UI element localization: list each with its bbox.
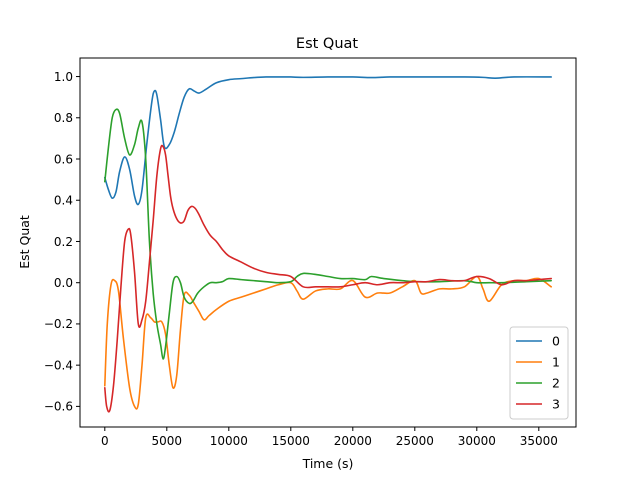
y-tick-label: 0.8 [54, 111, 73, 125]
y-tick-label: 0.6 [54, 152, 73, 166]
x-axis-label: Time (s) [302, 456, 354, 471]
y-tick-label: 0.4 [54, 194, 73, 208]
x-tick-label: 20000 [334, 434, 372, 448]
x-tick-label: 15000 [272, 434, 310, 448]
x-tick-label: 10000 [210, 434, 248, 448]
y-tick-label: −0.4 [44, 358, 73, 372]
x-tick-label: 25000 [396, 434, 434, 448]
legend-label-2: 2 [552, 376, 560, 391]
y-tick-label: 0.2 [54, 235, 73, 249]
y-axis-label: Est Quat [17, 215, 32, 269]
x-tick-label: 0 [101, 434, 109, 448]
chart-title: Est Quat [296, 36, 358, 52]
legend: 0 1 2 3 [510, 327, 568, 419]
legend-label-1: 1 [552, 355, 560, 370]
x-tick-label: 5000 [152, 434, 183, 448]
legend-label-3: 3 [552, 397, 560, 412]
y-tick-label: −0.2 [44, 317, 73, 331]
x-tick-label: 35000 [520, 434, 558, 448]
y-tick-label: 1.0 [54, 70, 73, 84]
legend-label-0: 0 [552, 334, 560, 349]
y-tick-label: −0.6 [44, 400, 73, 414]
y-tick-label: 0.0 [54, 276, 73, 290]
x-tick-label: 30000 [458, 434, 496, 448]
